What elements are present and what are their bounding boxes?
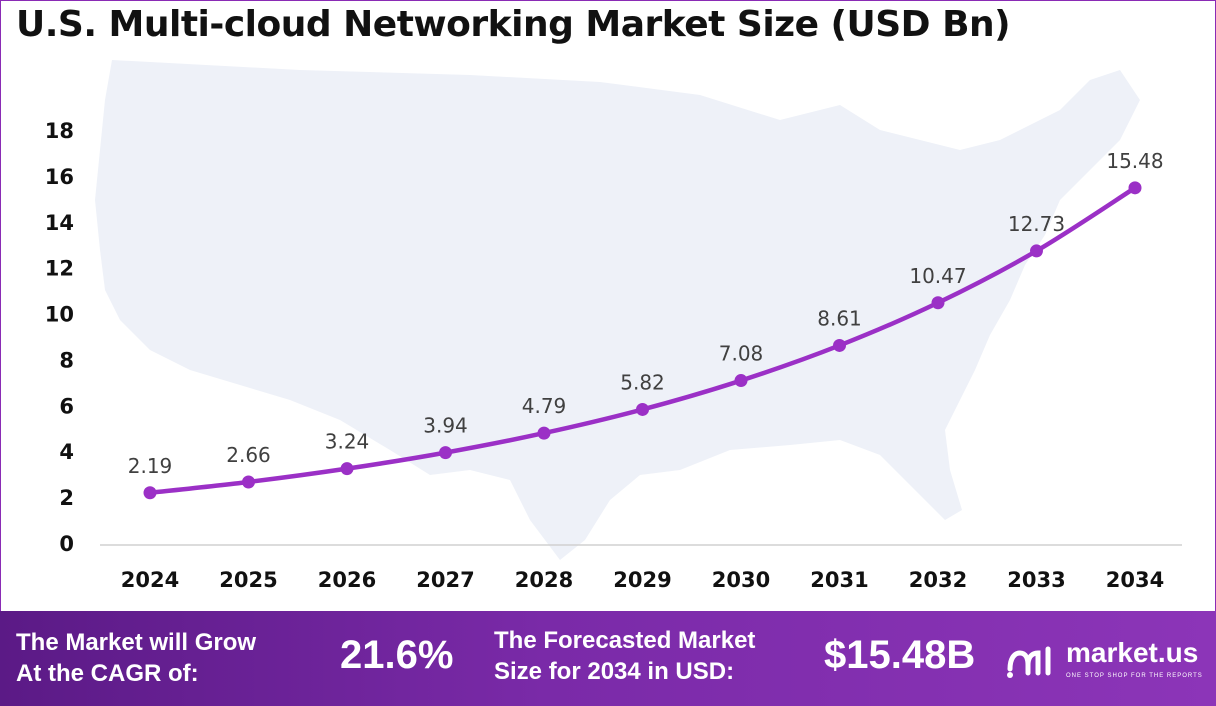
x-tick-label: 2029 bbox=[613, 568, 671, 592]
data-point-marker bbox=[537, 426, 551, 440]
forecast-label-line2: Size for 2034 in USD: bbox=[494, 658, 735, 685]
forecast-label: The Forecasted Market Size for 2034 in U… bbox=[494, 625, 755, 687]
x-tick-label: 2034 bbox=[1106, 568, 1164, 592]
data-label: 10.47 bbox=[909, 264, 966, 288]
y-tick-label: 4 bbox=[59, 440, 74, 464]
data-point-marker bbox=[1128, 181, 1142, 195]
data-point-marker bbox=[340, 462, 354, 476]
cagr-label: The Market will Grow At the CAGR of: bbox=[16, 627, 256, 689]
data-point-marker bbox=[734, 374, 748, 388]
line-chart: 0 2 4 6 8 10 12 14 16 18 2024 2025 2026 2027 2028 2029… bbox=[45, 60, 1182, 592]
logo-tagline: ONE STOP SHOP FOR THE REPORTS bbox=[1066, 673, 1203, 679]
usa-map-shape bbox=[95, 60, 1140, 560]
forecast-label-line1: The Forecasted Market bbox=[494, 627, 756, 654]
footer-banner: The Market will Grow At the CAGR of: 21.… bbox=[0, 611, 1216, 706]
data-point-marker bbox=[242, 475, 255, 489]
usa-map-background bbox=[95, 60, 1140, 560]
market-us-logo-icon bbox=[1007, 646, 1051, 678]
data-point-marker bbox=[143, 486, 157, 500]
market-us-logo: market.us ONE STOP SHOP FOR THE REPORTS bbox=[1004, 633, 1204, 685]
data-label: 2.66 bbox=[226, 443, 271, 467]
x-tick-label: 2030 bbox=[712, 568, 770, 592]
y-tick-label: 2 bbox=[59, 486, 74, 510]
x-tick-label: 2032 bbox=[909, 568, 967, 592]
y-tick-label: 0 bbox=[59, 532, 74, 556]
y-tick-label: 6 bbox=[59, 394, 74, 418]
y-tick-label: 10 bbox=[45, 303, 74, 327]
x-tick-label: 2028 bbox=[515, 568, 573, 592]
data-label: 12.73 bbox=[1008, 212, 1065, 236]
data-point-marker bbox=[833, 338, 846, 352]
chart-title: U.S. Multi-cloud Networking Market Size … bbox=[16, 4, 1011, 45]
y-axis-tick-labels: 0 2 4 6 8 10 12 14 16 18 bbox=[45, 119, 74, 556]
data-label: 3.24 bbox=[325, 430, 370, 454]
data-label: 3.94 bbox=[423, 414, 468, 438]
data-label: 7.08 bbox=[719, 342, 764, 366]
data-label: 2.19 bbox=[128, 454, 173, 478]
data-point-marker bbox=[636, 402, 649, 416]
forecast-value: $15.48B bbox=[824, 633, 976, 677]
x-tick-label: 2033 bbox=[1007, 568, 1065, 592]
data-label: 8.61 bbox=[817, 306, 862, 330]
x-tick-label: 2026 bbox=[318, 568, 376, 592]
y-tick-label: 12 bbox=[45, 257, 74, 281]
x-tick-label: 2031 bbox=[810, 568, 868, 592]
x-tick-label: 2025 bbox=[219, 568, 277, 592]
data-point-marker bbox=[1030, 244, 1043, 258]
y-tick-label: 18 bbox=[45, 119, 74, 143]
series-markers bbox=[143, 181, 1142, 500]
data-label: 15.48 bbox=[1106, 149, 1163, 173]
data-point-marker bbox=[931, 296, 945, 310]
data-label: 5.82 bbox=[620, 370, 665, 394]
data-point-marker bbox=[439, 446, 452, 460]
cagr-label-line1: The Market will Grow bbox=[16, 629, 257, 656]
x-axis-tick-labels: 2024 2025 2026 2027 2028 2029 2030 2031 2032 2033… bbox=[121, 568, 1164, 592]
data-label: 4.79 bbox=[522, 394, 567, 418]
y-tick-label: 8 bbox=[59, 348, 74, 372]
x-tick-label: 2027 bbox=[416, 568, 474, 592]
x-tick-label: 2024 bbox=[121, 568, 179, 592]
cagr-value: 21.6% bbox=[340, 633, 454, 677]
y-tick-label: 16 bbox=[45, 165, 74, 189]
y-tick-label: 14 bbox=[45, 211, 74, 235]
data-labels: 2.19 2.66 3.24 3.94 4.79 5.82 7.08 8.61 10.47 12.… bbox=[128, 149, 1164, 478]
logo-name: market.us bbox=[1066, 637, 1199, 668]
cagr-label-line2: At the CAGR of: bbox=[16, 660, 199, 687]
